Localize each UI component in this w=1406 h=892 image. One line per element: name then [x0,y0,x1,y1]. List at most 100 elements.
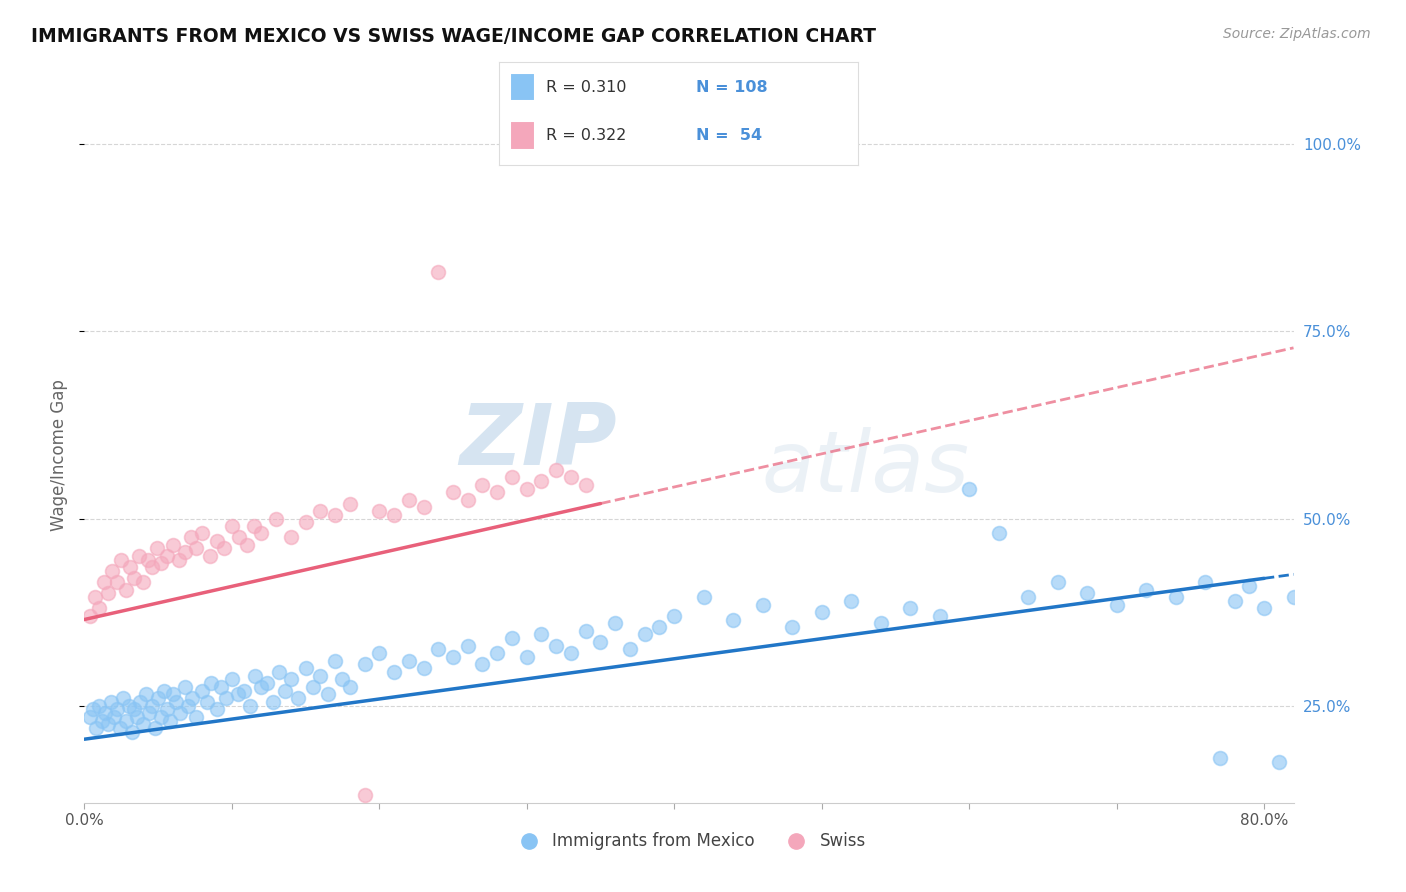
Point [101,564,124,578]
Text: Source: ZipAtlas.com: Source: ZipAtlas.com [1223,27,1371,41]
Point [546,463,568,477]
Point [173,545,195,559]
Point [232,683,254,698]
Point [173,680,195,694]
Point [162,687,184,701]
Point [146,691,169,706]
Point [339,680,361,694]
Point [309,504,332,518]
Point [839,594,862,608]
Point [110,552,132,566]
Text: R = 0.322: R = 0.322 [546,128,626,144]
Point [150,710,173,724]
Point [141,698,163,713]
Point [589,635,612,649]
Point [132,717,155,731]
Point [516,482,538,496]
Point [120,560,142,574]
Point [180,530,202,544]
Point [191,683,214,698]
Point [280,673,302,687]
Text: R = 0.310: R = 0.310 [546,79,626,95]
Point [82,702,104,716]
Point [457,639,479,653]
Point [162,538,184,552]
Point [294,515,316,529]
Point [103,710,125,724]
Point [141,560,163,574]
Point [427,265,450,279]
Point [117,698,139,713]
Point [105,702,128,716]
Point [486,485,509,500]
Point [211,680,233,694]
Point [648,620,671,634]
Text: N = 108: N = 108 [696,79,768,95]
Point [501,631,523,645]
Point [143,721,166,735]
Point [987,526,1010,541]
Point [156,702,179,716]
Point [91,714,114,728]
Text: N =  54: N = 54 [696,128,762,144]
Point [1209,751,1232,765]
Point [191,526,214,541]
Point [316,687,339,701]
Point [150,557,173,571]
Point [398,492,420,507]
Point [1046,575,1069,590]
Point [124,702,146,716]
Point [159,714,181,728]
Point [382,508,405,522]
Point [135,687,157,701]
Point [235,538,257,552]
Point [205,702,228,716]
Point [605,616,627,631]
Point [176,698,198,713]
Legend: Immigrants from Mexico, Swiss: Immigrants from Mexico, Swiss [505,826,873,857]
Point [634,627,657,641]
Point [441,649,464,664]
Point [1105,598,1128,612]
Point [323,508,346,522]
Point [79,608,101,623]
Point [121,724,143,739]
Point [87,698,110,713]
Point [309,668,332,682]
Point [692,590,714,604]
Point [214,541,236,556]
Point [546,639,568,653]
Point [156,549,179,563]
Point [186,710,208,724]
Point [721,613,744,627]
Point [530,474,553,488]
Point [215,691,238,706]
Point [1296,747,1319,761]
Point [516,649,538,664]
Point [105,575,128,590]
Point [129,695,152,709]
Point [169,706,191,720]
Point [780,620,803,634]
Point [111,691,134,706]
Point [198,549,221,563]
Point [226,687,249,701]
Point [221,673,243,687]
Point [575,478,598,492]
Point [530,627,553,641]
Point [368,646,391,660]
Point [332,673,354,687]
Point [353,789,375,803]
Point [79,710,101,724]
Point [294,661,316,675]
Point [560,470,582,484]
Text: atlas: atlas [762,427,970,510]
Point [138,706,160,720]
Point [114,582,136,597]
Point [87,601,110,615]
Point [898,601,921,615]
Point [471,657,494,672]
Point [810,605,832,619]
Point [94,706,117,720]
Point [165,695,187,709]
